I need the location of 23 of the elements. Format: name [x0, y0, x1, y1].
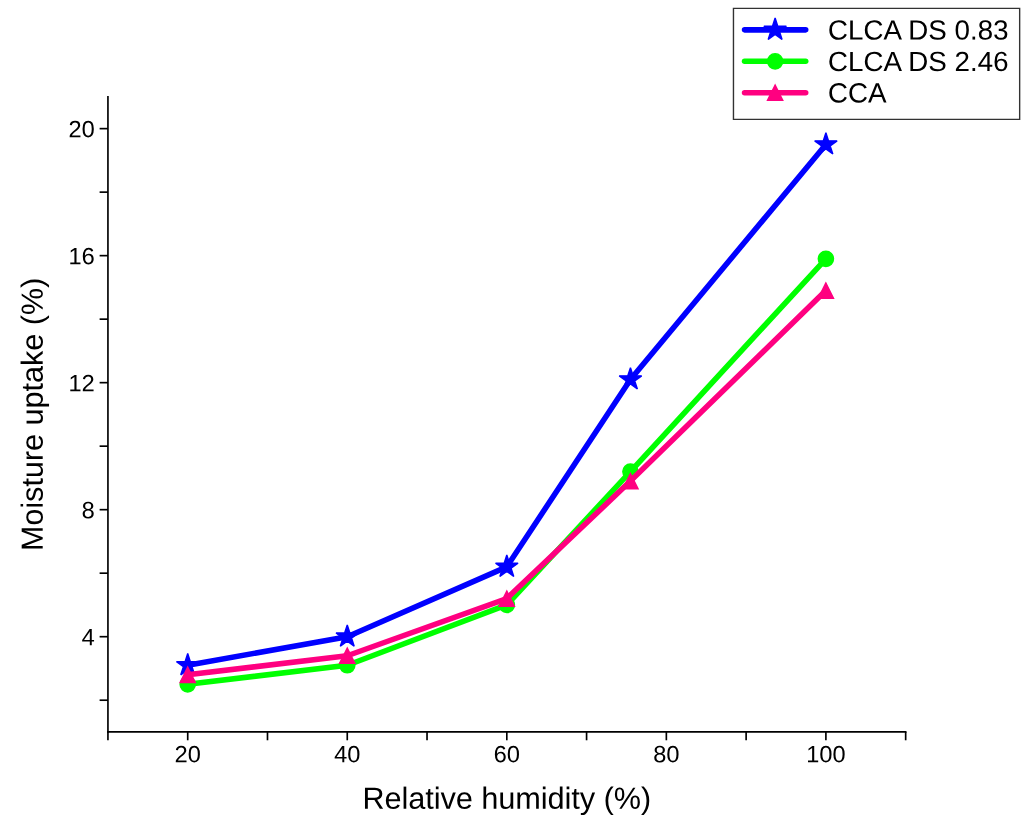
x-axis-title: Relative humidity (%) — [364, 786, 650, 816]
y-tick-label: 8 — [82, 501, 94, 519]
y-axis-title: Moisture uptake (%) — [20, 279, 50, 549]
point — [338, 647, 356, 665]
point — [498, 590, 516, 607]
point — [179, 666, 197, 684]
legend-label: CLCA DS 0.83 — [829, 20, 1008, 40]
y-tick-label: 12 — [70, 374, 94, 392]
x-tick-label: 80 — [654, 745, 679, 763]
point — [618, 366, 643, 390]
x-tick-label: 60 — [494, 745, 520, 763]
point — [813, 132, 838, 155]
point — [494, 554, 519, 578]
x-tick-label: 100 — [808, 745, 845, 763]
x-tick-label: 20 — [175, 745, 200, 763]
y-tick-label: 4 — [82, 629, 95, 646]
y-tick-label: 20 — [69, 120, 94, 138]
y-tick-label: 16 — [70, 247, 94, 265]
point — [335, 624, 360, 647]
legend-label: CLCA DS 2.46 — [829, 51, 1008, 72]
legend-label: CCA — [829, 83, 887, 103]
point — [817, 250, 835, 268]
x-tick-label: 40 — [334, 745, 360, 763]
